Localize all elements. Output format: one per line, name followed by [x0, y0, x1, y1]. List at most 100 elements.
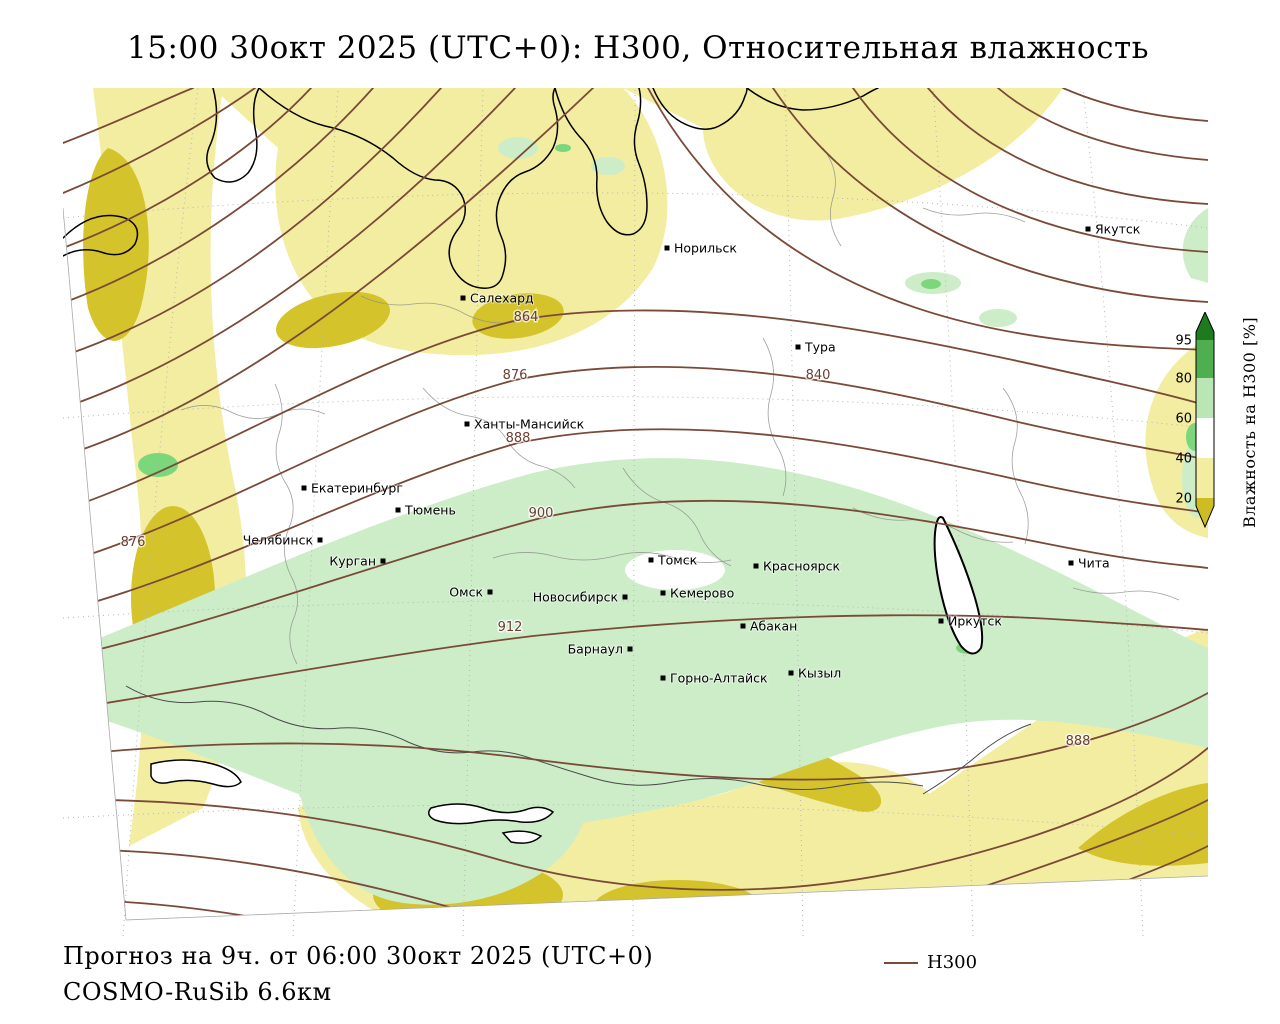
city-label: Тура [804, 340, 836, 355]
contour-value-label: 900 [529, 506, 554, 521]
colorbar-segment [1196, 458, 1214, 498]
colorbar-segment [1196, 418, 1214, 458]
city-dot [753, 563, 759, 569]
country-borders [125, 685, 1032, 795]
city-marker: Томск [648, 552, 699, 569]
city-marker: Красноярск [753, 558, 841, 575]
city-dot [380, 558, 386, 564]
contour-value-label: 876 [503, 368, 528, 383]
city-dot [938, 618, 944, 624]
city-label: Якутск [1095, 222, 1141, 237]
city-label: Томск [657, 553, 698, 568]
city-marker: Челябинск [242, 532, 323, 549]
contour-value-label: 864 [514, 310, 539, 325]
city-label: Барнаул [568, 642, 623, 657]
city-label: Екатеринбург [311, 481, 403, 496]
city-dot [795, 344, 801, 350]
colorbar-tick-label: 40 [1175, 452, 1192, 467]
contour-line-sample [884, 961, 918, 964]
colorbar-tick-label: 20 [1175, 492, 1192, 507]
city-marker: Чита [1068, 555, 1111, 572]
city-marker: Тура [795, 339, 837, 356]
city-label: Челябинск [243, 533, 314, 548]
city-marker: Якутск [1085, 221, 1142, 238]
city-marker: Кемерово [660, 585, 735, 602]
colorbar-segment [1196, 378, 1214, 418]
coastline [63, 88, 984, 844]
city-dot [395, 507, 401, 513]
map-artwork: 864 876 888 900 912 876 840 888 Якутск Норильск С… [63, 88, 1208, 936]
city-marker: Тюмень [395, 502, 457, 519]
city-label: Абакан [750, 619, 797, 634]
city-label: Салехард [470, 291, 534, 306]
city-marker: Барнаул [567, 641, 633, 658]
graticule [63, 88, 1208, 936]
city-marker: Омск [448, 584, 493, 601]
city-marker: Ханты-Мансийск [464, 416, 586, 433]
city-dot [301, 485, 307, 491]
city-marker: Новосибирск [532, 589, 628, 606]
city-label: Курган [329, 554, 376, 569]
city-dot [627, 646, 633, 652]
colorbar-tick-label: 95 [1175, 334, 1192, 349]
city-dot [464, 421, 470, 427]
city-label: Тюмень [404, 503, 456, 518]
city-dot [460, 295, 466, 301]
city-marker: Горно-Алтайск [660, 670, 769, 687]
city-dot [788, 670, 794, 676]
colorbar-arrow-down [1196, 506, 1214, 527]
city-dot [622, 594, 628, 600]
city-dot [487, 589, 493, 595]
city-label: Чита [1078, 556, 1110, 571]
city-marker: Салехард [460, 290, 535, 307]
contour-value-label: 888 [506, 431, 531, 446]
model-info: COSMO-RuSib 6.6км [63, 978, 332, 1006]
colorbar-segment [1196, 498, 1214, 506]
city-marker: Кызыл [788, 665, 842, 682]
colorbar-label: Влажность на H300 [%] [1240, 316, 1259, 528]
city-label: Новосибирск [533, 590, 619, 605]
city-dot [317, 537, 323, 543]
contour-value-label: 912 [498, 620, 523, 635]
forecast-info: Прогноз на 9ч. от 06:00 30окт 2025 (UTC+… [63, 942, 654, 970]
city-marker: Абакан [740, 618, 798, 635]
colorbar: 95 80 60 40 20 [1175, 312, 1215, 529]
contour-value-label: 876 [121, 535, 146, 550]
colorbar-tick-label: 60 [1175, 412, 1192, 427]
map-canvas: 864 876 888 900 912 876 840 888 Якутск Норильск С… [63, 88, 1208, 936]
city-label: Красноярск [763, 559, 840, 574]
colorbar-body [1195, 312, 1215, 529]
city-dot [1085, 226, 1091, 232]
city-marker: Екатеринбург [301, 480, 404, 497]
city-marker: Курган [328, 553, 386, 570]
contour-legend: H300 [884, 952, 977, 973]
city-layer: Якутск Норильск Салехард Тура Ханты-Мансийск… [242, 221, 1142, 687]
page-title: 15:00 30окт 2025 (UTC+0): H300, Относите… [127, 30, 1149, 66]
city-label: Ханты-Мансийск [474, 417, 585, 432]
city-dot [648, 557, 654, 563]
city-dot [660, 675, 666, 681]
domain-boundary [63, 207, 1208, 921]
contour-label-layer: 864 876 888 900 912 876 840 888 [119, 309, 1092, 751]
city-marker: Норильск [664, 240, 738, 257]
city-label: Кызыл [798, 666, 841, 681]
city-label: Горно-Алтайск [670, 671, 768, 686]
city-dot [660, 590, 666, 596]
city-label: Омск [449, 585, 483, 600]
contour-value-label: 840 [806, 368, 831, 383]
city-label: Норильск [674, 241, 737, 256]
contour-legend-label: H300 [927, 952, 978, 973]
colorbar-segment [1196, 332, 1214, 340]
humidity-shading [63, 88, 1208, 920]
city-label: Кемерово [670, 586, 734, 601]
colorbar-arrow-up [1196, 312, 1214, 332]
colorbar-tick-label: 80 [1175, 372, 1192, 387]
city-label: Иркутск [948, 614, 1002, 629]
city-dot [740, 623, 746, 629]
colorbar-outline [1195, 312, 1215, 529]
city-marker: Иркутск [938, 613, 1003, 630]
colorbar-segment [1196, 340, 1214, 378]
colorbar-ticks: 95 80 60 40 20 [1175, 334, 1192, 507]
contour-value-label: 888 [1066, 734, 1091, 749]
